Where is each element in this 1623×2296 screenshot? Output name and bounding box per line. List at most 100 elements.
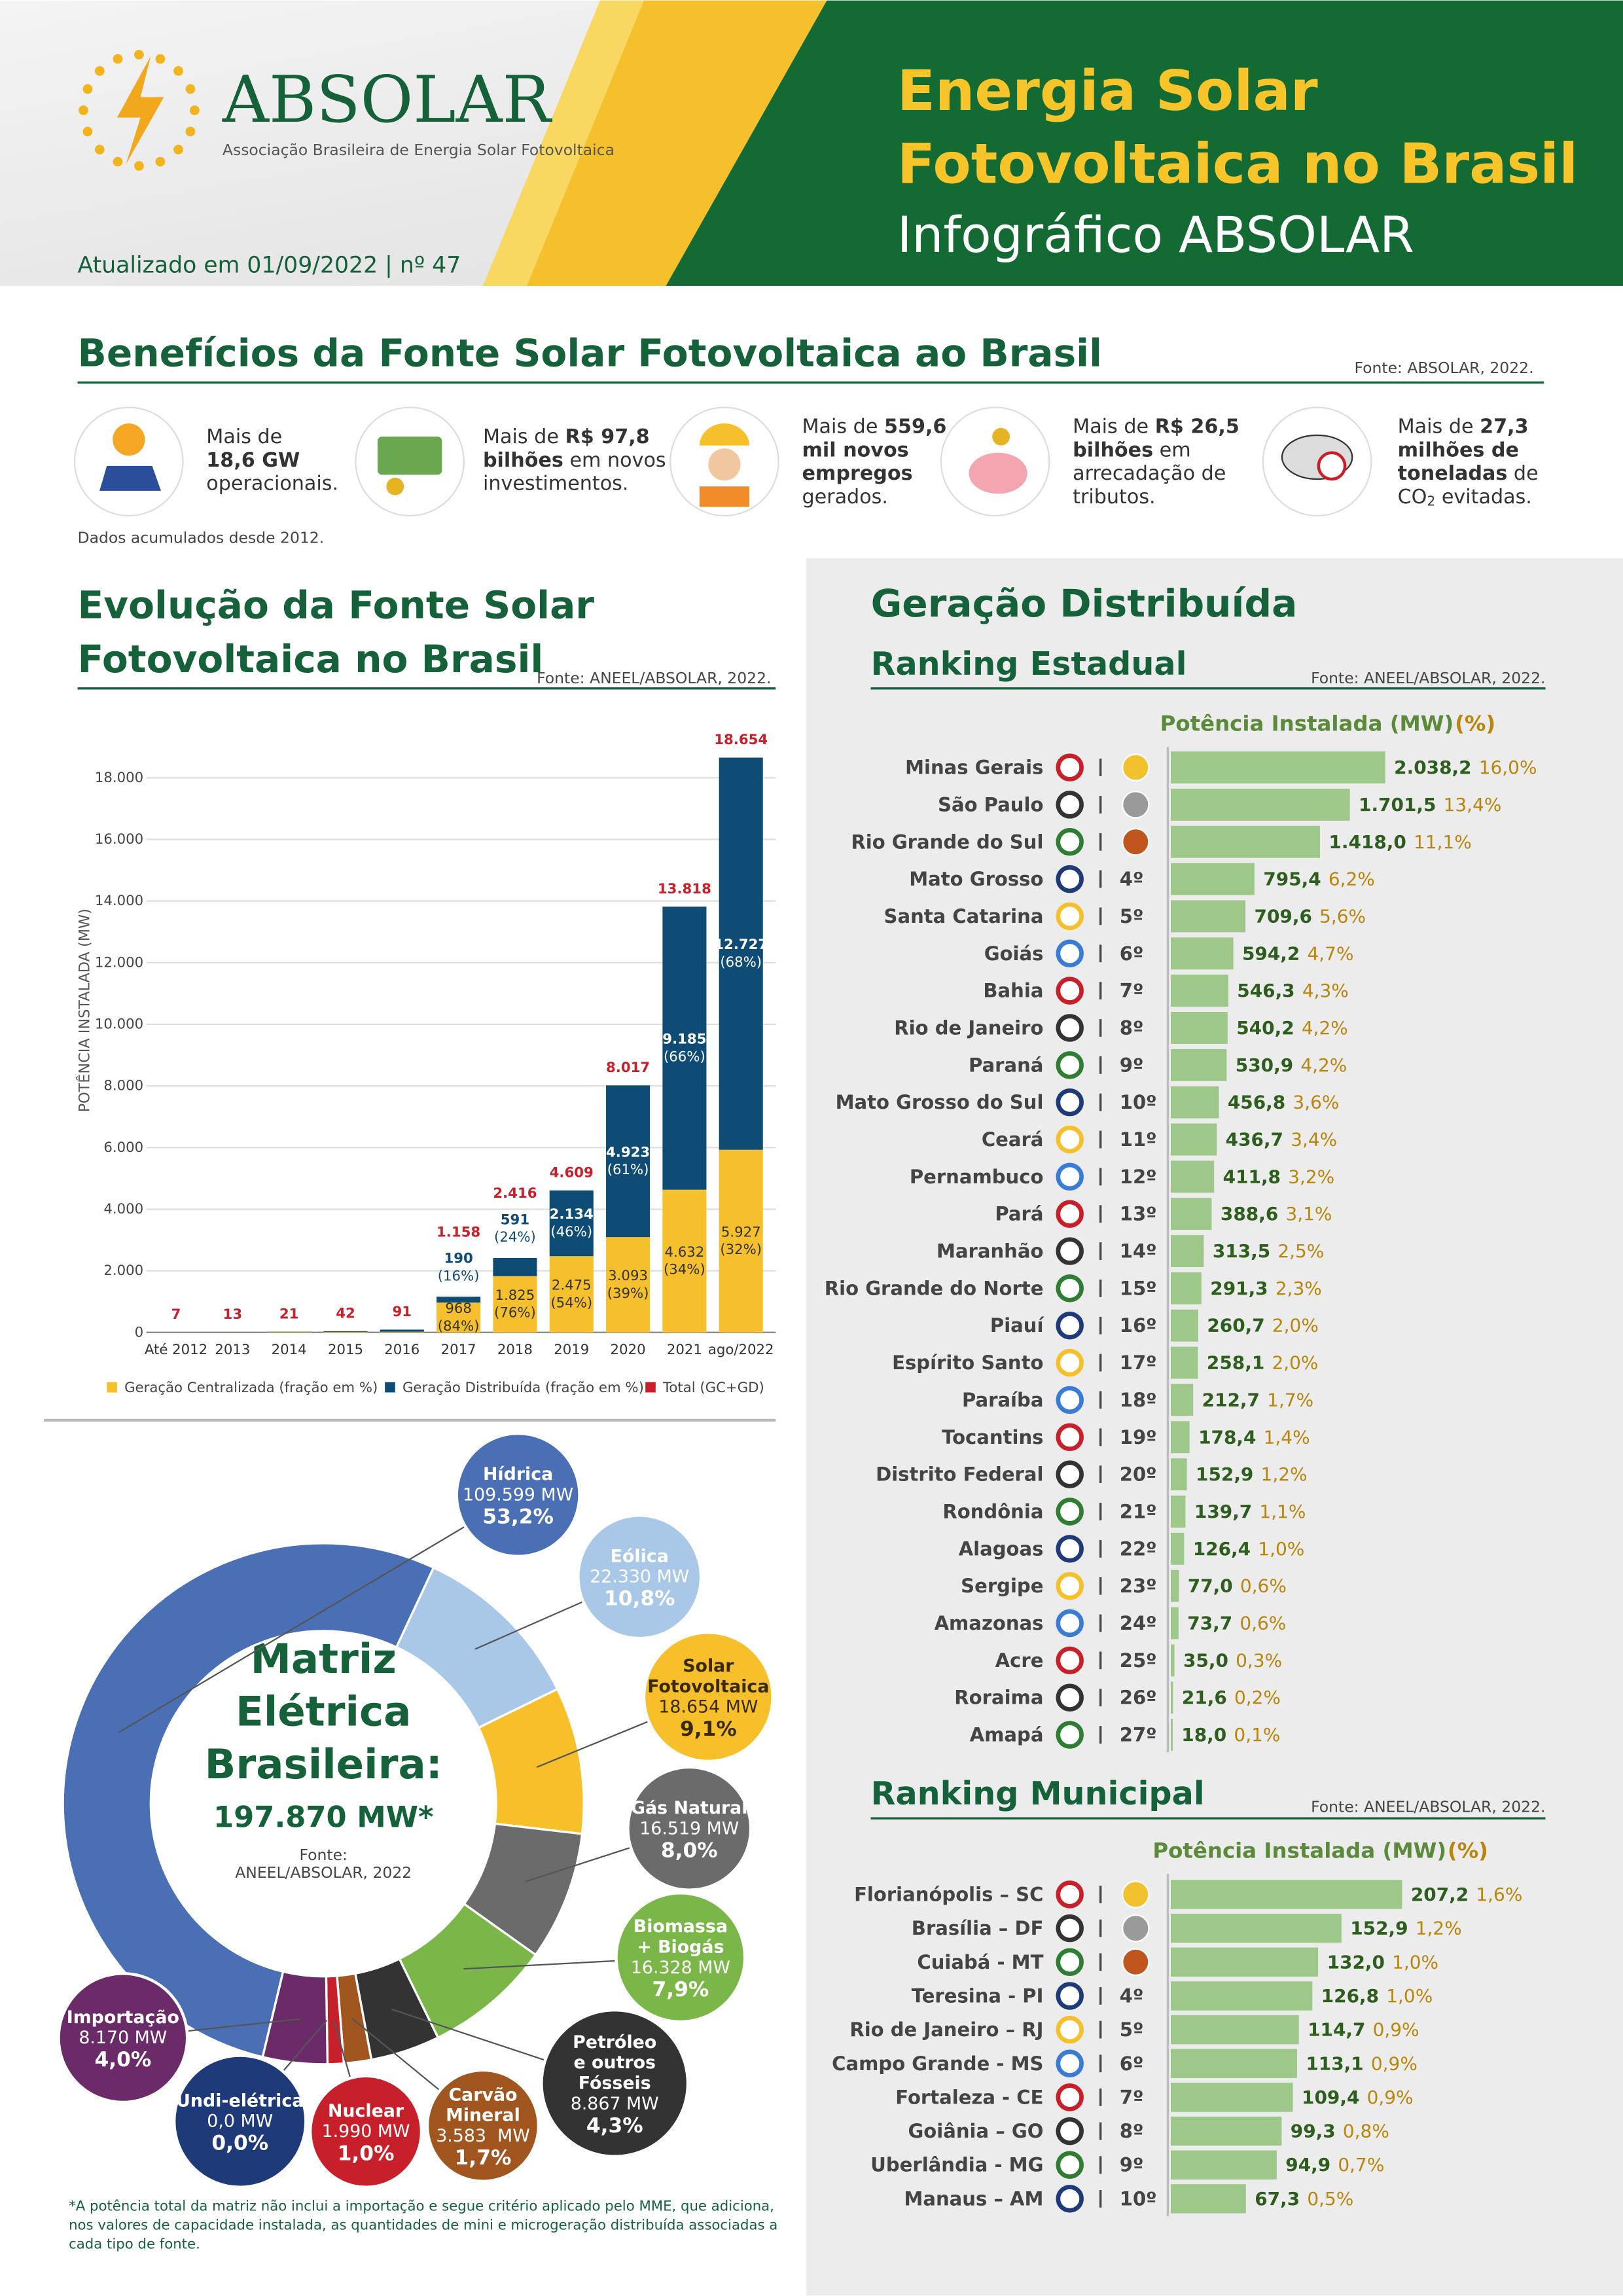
bar — [1170, 751, 1385, 784]
callout-bubble — [642, 1630, 774, 1763]
category-label: Acre — [995, 1649, 1044, 1672]
x-tick-label: Até 2012 — [145, 1342, 207, 1358]
rank-label: 4º — [1120, 1984, 1144, 2007]
bar-value-label: 3.093 — [608, 1268, 648, 1284]
flag — [1056, 828, 1084, 856]
bar-share-label: (39%) — [607, 1285, 649, 1302]
value-label: 99,3 — [1291, 2121, 1336, 2142]
benefit-part: Mais de — [802, 415, 884, 438]
flag — [1056, 2015, 1084, 2044]
value-label: 291,3 — [1210, 1278, 1268, 1299]
medal — [1122, 1914, 1150, 1943]
benefit-part: de — [1507, 462, 1538, 485]
share-label: 4,2% — [1302, 1017, 1348, 1039]
benefit-part: Mais de — [1398, 415, 1480, 438]
value-label: 313,5 — [1213, 1240, 1270, 1262]
callout-name: Nuclear — [328, 2101, 404, 2121]
x-tick-label: 2014 — [272, 1342, 307, 1358]
flag — [1056, 1914, 1084, 1943]
callout-mw: 16.328 MW — [631, 1958, 730, 1978]
rank-label: 6º — [1120, 2053, 1144, 2075]
bar-segment — [380, 1329, 424, 1332]
bar-share-label: (24%) — [494, 1229, 536, 1246]
total-label: 2.416 — [493, 1185, 537, 1202]
rank-label: 13º — [1120, 1203, 1157, 1225]
rank-label: 7º — [1120, 980, 1144, 1002]
bar — [1170, 825, 1321, 858]
donut-slice — [62, 1542, 435, 2058]
donut-title: Elétrica — [236, 1687, 411, 1735]
logo-dot — [185, 126, 196, 137]
callout-name: Hídrica — [483, 1464, 553, 1484]
callout-name: Solar — [683, 1656, 734, 1676]
callout-mw: 18.654 MW — [658, 1697, 758, 1717]
share-label: 0,9% — [1367, 2087, 1414, 2108]
medal — [1122, 1948, 1150, 1977]
callout-bubble — [577, 1514, 703, 1640]
value-label: 1.418,0 — [1329, 831, 1406, 853]
flag — [1056, 1609, 1084, 1638]
benefit-text: Mais de 559,6 — [802, 415, 946, 438]
bar-header-share: (%) — [1448, 1838, 1488, 1863]
category-label: Rondônia — [942, 1500, 1043, 1522]
y-tick-label: 16.000 — [95, 831, 143, 848]
x-tick-label: 2021 — [667, 1342, 702, 1358]
flag — [1056, 791, 1084, 819]
benefits-note: Dados acumulados desde 2012. — [78, 528, 325, 547]
value-label: 456,8 — [1228, 1092, 1285, 1113]
icon-sun — [113, 423, 145, 456]
benefit-text: mil novos — [802, 439, 908, 461]
icon-face — [708, 448, 741, 481]
legend-swatch — [385, 1382, 395, 1393]
category-label: Amazonas — [935, 1612, 1044, 1634]
bar-segment — [606, 1237, 651, 1333]
callout-bubble — [57, 1972, 189, 2104]
flag — [1056, 2049, 1084, 2078]
rank-label: 19º — [1120, 1426, 1157, 1448]
org-name: ABSOLAR — [222, 63, 553, 137]
flag — [1056, 1646, 1084, 1675]
value-label: 260,7 — [1207, 1315, 1264, 1336]
flag — [1056, 1348, 1084, 1377]
bar-header: Potência Instalada (MW) — [1152, 1838, 1446, 1863]
flag — [1056, 2117, 1084, 2145]
callout-bubble — [615, 1892, 747, 2024]
benefit-part: Mais de — [206, 425, 282, 448]
callout-line — [118, 1494, 519, 1733]
section-title: Benefícios da Fonte Solar Fotovoltaica a… — [78, 331, 1103, 376]
category-label: Paraíba — [962, 1389, 1043, 1411]
bar — [1170, 937, 1234, 970]
callout-share: 1,7% — [455, 2146, 512, 2170]
benefit-text: bilhões em novos — [483, 448, 666, 471]
logo-dot — [173, 145, 183, 154]
bar-share-label: (16%) — [438, 1268, 480, 1284]
callout-name: Importação — [67, 2007, 179, 2028]
logo-dot — [155, 156, 166, 167]
flag — [1056, 1571, 1084, 1600]
benefit-part: em novos — [563, 448, 666, 471]
benefit-text: 18,6 GW — [206, 448, 300, 471]
category-label: Goiás — [984, 942, 1044, 965]
bar — [1170, 1681, 1173, 1714]
callout-share: 4,0% — [94, 2048, 151, 2072]
flag — [1056, 1088, 1084, 1117]
bar-segment — [380, 1331, 424, 1333]
bar-share-label: (76%) — [494, 1305, 536, 1321]
medal — [1122, 753, 1150, 781]
rank-label: 5º — [1120, 905, 1144, 927]
logo-dot — [185, 84, 196, 94]
value-label: 126,4 — [1193, 1538, 1251, 1560]
medal — [1122, 791, 1150, 819]
category-label: Tocantins — [942, 1426, 1043, 1448]
benefit-part: CO — [1398, 485, 1427, 508]
share-label: 1,1% — [1259, 1501, 1306, 1522]
icon-panel — [99, 465, 161, 491]
rank-label: 24º — [1120, 1612, 1157, 1634]
donut-slice — [261, 1970, 329, 2066]
bar-value-label: 190 — [444, 1251, 473, 1267]
rank-label: 15º — [1120, 1277, 1157, 1299]
rank-label: 4º — [1120, 868, 1144, 890]
bar — [1170, 1532, 1185, 1565]
share-label: 4,2% — [1300, 1054, 1347, 1076]
